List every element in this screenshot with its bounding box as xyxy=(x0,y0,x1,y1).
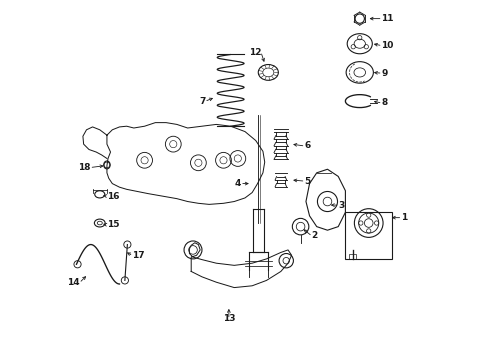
Text: 15: 15 xyxy=(107,220,120,229)
Text: 12: 12 xyxy=(248,48,261,57)
Text: 2: 2 xyxy=(311,231,318,240)
Bar xyxy=(349,253,356,259)
Text: 10: 10 xyxy=(381,41,393,50)
Text: 14: 14 xyxy=(68,278,80,287)
Text: 6: 6 xyxy=(304,141,311,150)
Bar xyxy=(345,212,392,259)
Text: 18: 18 xyxy=(78,163,91,172)
Text: 5: 5 xyxy=(304,176,311,185)
Text: 8: 8 xyxy=(381,98,388,107)
Text: 3: 3 xyxy=(338,201,344,210)
Text: 4: 4 xyxy=(235,179,242,188)
Text: 17: 17 xyxy=(132,251,145,260)
Text: 16: 16 xyxy=(107,192,120,201)
Text: 7: 7 xyxy=(199,96,205,105)
Text: 11: 11 xyxy=(381,14,394,23)
Text: 1: 1 xyxy=(401,213,407,222)
Text: 13: 13 xyxy=(222,314,235,323)
Text: 9: 9 xyxy=(381,69,388,78)
